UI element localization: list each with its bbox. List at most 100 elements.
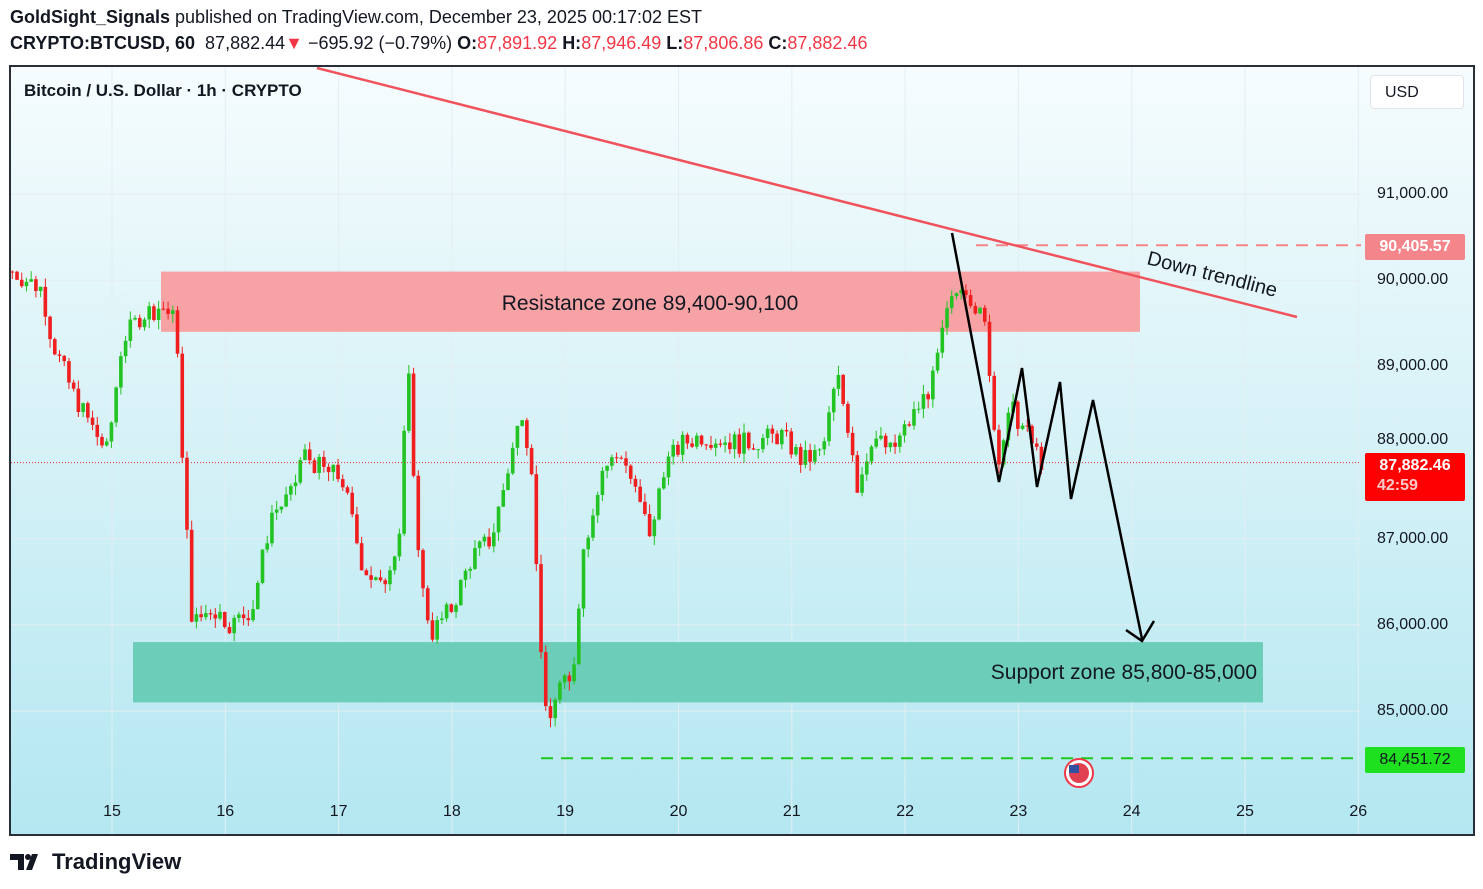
candle-body [992,375,997,430]
candle-body [67,361,71,383]
candle-body [1016,401,1020,429]
candle-body [520,420,524,426]
candle-body [34,279,38,292]
candle-body [935,352,940,371]
candle-body [633,478,638,487]
published-text: published on TradingView.com, December 2… [175,7,703,27]
candle-body [869,446,874,462]
candle-body [374,577,378,580]
candle-body [732,434,737,450]
candle-body [487,536,491,547]
candle-body [907,424,912,426]
candle-body [624,458,628,466]
close-label: C: [768,33,788,53]
candle-body [666,456,671,478]
candle-body [525,420,529,449]
author[interactable]: GoldSight_Signals [10,7,171,27]
trendline-label: Down trendline [1145,248,1280,302]
change: −695.92 (−0.79%) [307,33,453,53]
candle-body [600,470,605,495]
candle-body [185,457,189,530]
candle-body [893,442,897,447]
candle-body [506,473,510,491]
candle-body [199,614,203,618]
candle-body [605,465,609,471]
open-label: O: [457,33,478,53]
y-tick-label: 87,000.00 [1377,529,1449,547]
candle-body [241,614,246,619]
candle-body [595,494,600,516]
x-tick-label: 20 [669,803,688,820]
candle-body [57,354,62,356]
candle-body [803,449,808,465]
ohlc-line: CRYPTO:BTCUSD, 60 87,882.44▼ −695.92 (−0… [10,33,867,54]
candle-body [15,271,19,280]
candle-body [789,431,794,455]
down-trendline [316,67,1298,319]
candle-body [973,305,978,314]
candle-body [945,308,949,328]
candle-body [48,316,52,340]
candle-body [430,620,435,640]
resistance-zone [161,271,1140,332]
candle-body [742,432,746,454]
candle-body [62,355,67,362]
candle-body [761,437,765,450]
candle-body [171,310,175,314]
low-label: L: [666,33,684,53]
tradingview-logo[interactable]: TradingView [10,849,181,875]
chart-area[interactable]: Down trendline Resistance zone 89,400-90,… [9,65,1475,836]
candle-body [921,394,926,409]
candle-body [879,435,883,439]
candle-body [402,430,406,534]
candle-body [902,424,907,436]
candle-body [572,664,576,682]
candle-body [964,290,968,296]
candle-body [680,434,685,455]
chart-svg: Down trendline Resistance zone 89,400-90,… [11,67,1361,834]
candle-body [685,434,690,444]
candle-body [463,570,468,580]
candle-body [586,537,591,550]
candle-body [1034,443,1039,447]
candle-body [916,408,921,410]
low-level-tag: 84,451.72 [1365,747,1465,773]
candle-body [827,412,831,442]
candle-body [628,465,633,479]
x-tick-label: 19 [556,803,575,820]
x-tick-label: 16 [216,803,235,820]
candle-body [246,618,251,621]
chart-title: Bitcoin / U.S. Dollar · 1h · CRYPTO [24,81,302,100]
candle-body [156,308,161,320]
candle-body [836,374,841,389]
currency-button[interactable]: USD [1370,75,1464,109]
candle-body [1039,446,1044,470]
candle-body [468,568,473,571]
candle-body [784,429,789,432]
arrow-head-icon [1125,620,1156,643]
candle-body [86,403,90,418]
candle-body [444,604,449,619]
candle-body [312,460,317,473]
candle-body [883,435,888,448]
candle-body [52,339,57,355]
candle-body [591,515,595,538]
high-label: H: [562,33,582,53]
candle-body [699,435,704,445]
x-tick-label: 24 [1122,803,1141,820]
candle-body [355,514,359,544]
candle-body [383,580,388,585]
candle-body [307,449,312,461]
candle-body [303,449,307,461]
candle-body [109,422,114,442]
candle-body [1030,425,1034,444]
candle-body [322,456,326,467]
candle-body [713,443,718,448]
candle-body [326,466,331,473]
candle-body [473,548,477,569]
candle-body [208,613,213,615]
symbol: CRYPTO:BTCUSD, 60 [10,33,196,53]
candle-body [718,443,723,445]
candle-body [213,614,218,619]
y-tick-label: 86,000.00 [1377,615,1449,633]
